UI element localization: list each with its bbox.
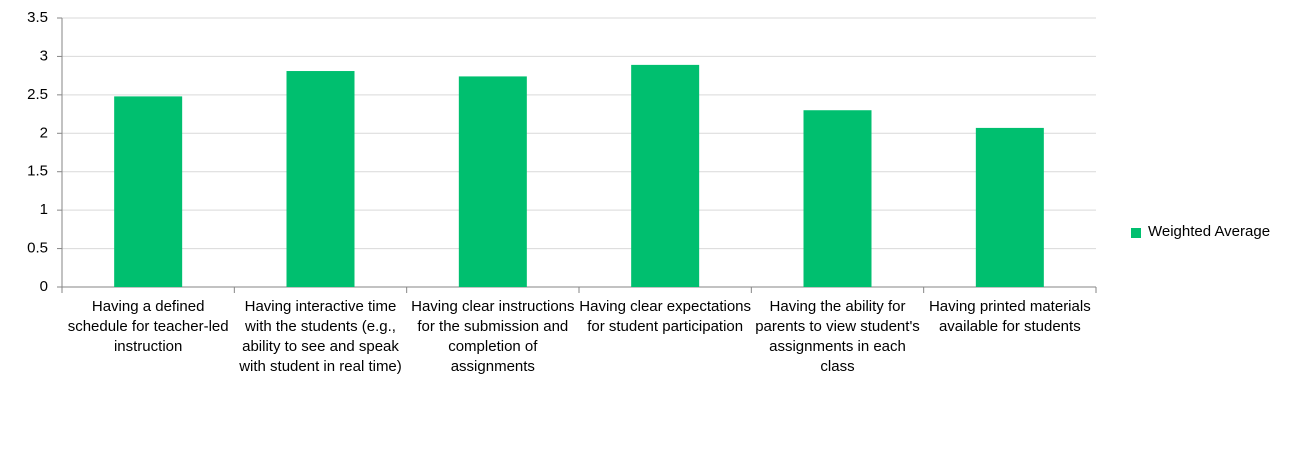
bar <box>458 76 527 287</box>
y-tick-label: 1.5 <box>27 163 48 180</box>
y-tick-label: 1 <box>40 201 48 218</box>
bar <box>286 71 355 287</box>
y-tick-label: 2.5 <box>27 86 48 103</box>
x-tick-label: Having the ability for parents to view s… <box>755 298 920 375</box>
y-tick-label: 0.5 <box>27 240 48 257</box>
y-tick-label: 3.5 <box>27 9 48 26</box>
y-tick-label: 2 <box>40 124 48 141</box>
bar <box>114 96 183 287</box>
y-tick-label: 0 <box>40 278 48 295</box>
legend-swatch <box>1131 228 1141 238</box>
x-tick-label: Having interactive time with the student… <box>239 298 402 375</box>
bar <box>631 64 700 287</box>
legend-label: Weighted Average <box>1148 223 1271 240</box>
x-tick-label: Having clear expectations for student pa… <box>579 298 752 335</box>
y-tick-label: 3 <box>40 47 48 64</box>
x-tick-label: Having clear instructions for the submis… <box>411 298 575 375</box>
bar <box>803 110 872 287</box>
x-tick-label: Having a defined schedule for teacher-le… <box>67 298 229 355</box>
bar <box>975 127 1044 287</box>
x-tick-label: Having printed materials available for s… <box>928 298 1091 335</box>
